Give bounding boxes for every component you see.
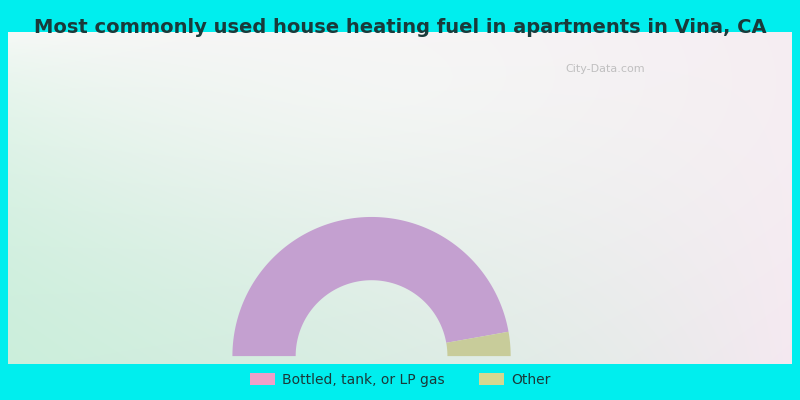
Text: Most commonly used house heating fuel in apartments in Vina, CA: Most commonly used house heating fuel in… [34, 18, 766, 37]
Polygon shape [233, 217, 509, 356]
Legend: Bottled, tank, or LP gas, Other: Bottled, tank, or LP gas, Other [244, 368, 556, 392]
Polygon shape [446, 332, 510, 356]
Text: City-Data.com: City-Data.com [566, 64, 645, 74]
